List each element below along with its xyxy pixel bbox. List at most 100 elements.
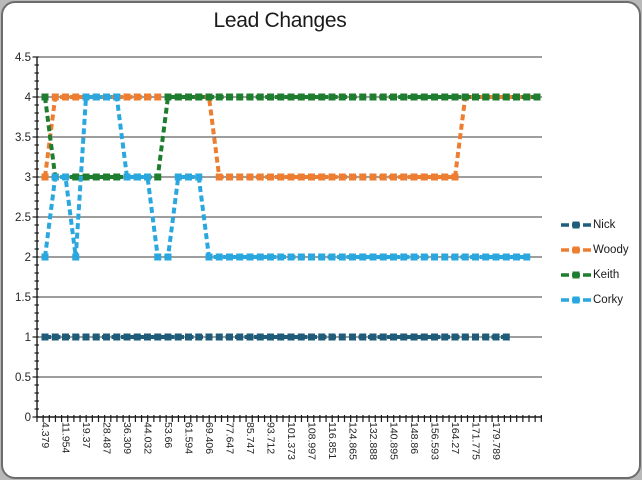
data-point-marker: [451, 173, 459, 181]
data-point-marker: [400, 93, 408, 101]
data-point-marker: [72, 253, 80, 261]
data-point-marker: [195, 93, 203, 101]
data-point-marker: [51, 333, 59, 341]
data-point-marker: [328, 173, 336, 181]
data-point-marker: [338, 173, 346, 181]
data-point-marker: [308, 333, 315, 341]
data-point-marker: [133, 93, 141, 101]
data-point-marker: [369, 253, 377, 261]
data-point-marker: [318, 333, 326, 341]
data-point-marker: [482, 333, 490, 341]
data-point-marker: [308, 253, 315, 261]
x-tick-label: 36.309: [121, 422, 133, 454]
data-point-marker: [267, 333, 274, 341]
data-point-marker: [441, 333, 449, 341]
x-tick-label: 4.379: [39, 422, 51, 448]
data-point-marker: [513, 253, 520, 261]
data-point-marker: [379, 253, 387, 261]
data-point-marker: [103, 333, 110, 341]
data-point-marker: [41, 173, 49, 181]
legend-item-woody[interactable]: Woody: [561, 237, 639, 262]
data-point-marker: [41, 333, 49, 341]
y-tick-label: 1: [25, 332, 31, 344]
data-point-marker: [215, 333, 223, 341]
data-point-marker: [472, 333, 479, 341]
x-tick-label: 179.789: [490, 422, 502, 460]
y-tick-label: 1.5: [15, 292, 31, 304]
data-point-marker: [338, 333, 346, 341]
data-point-marker: [461, 253, 469, 261]
data-point-marker: [359, 93, 367, 101]
legend-label: Woody: [593, 243, 629, 256]
data-point-marker: [133, 173, 141, 181]
data-point-marker: [502, 253, 510, 261]
data-point-marker: [92, 173, 100, 181]
x-tick-label: 93.712: [265, 422, 277, 454]
x-tick-label: 116.851: [326, 422, 338, 459]
data-point-marker: [72, 173, 80, 181]
data-point-marker: [215, 173, 223, 181]
data-point-marker: [390, 93, 397, 101]
data-point-marker: [41, 253, 49, 261]
series-nick: [41, 333, 510, 341]
data-point-marker: [390, 253, 397, 261]
data-point-marker: [359, 253, 367, 261]
legend-item-keith[interactable]: Keith: [561, 262, 639, 287]
data-point-marker: [297, 93, 305, 101]
data-point-marker: [441, 93, 449, 101]
data-point-marker: [123, 93, 131, 101]
data-point-marker: [297, 253, 305, 261]
x-tick-label: 28.487: [101, 422, 113, 454]
data-point-marker: [328, 333, 336, 341]
data-point-marker: [297, 333, 305, 341]
x-tick-label: 19.37: [80, 422, 92, 448]
data-point-marker: [82, 173, 90, 181]
data-point-marker: [267, 173, 274, 181]
data-point-marker: [297, 173, 305, 181]
x-tick-label: 164.27: [449, 422, 461, 454]
x-tick-label: 140.895: [388, 422, 400, 460]
data-point-marker: [62, 93, 69, 101]
legend-item-nick[interactable]: Nick: [561, 212, 639, 237]
x-tick-label: 132.888: [367, 422, 379, 460]
data-point-marker: [420, 333, 428, 341]
data-point-marker: [533, 93, 541, 101]
chart-title: Lead Changes: [213, 9, 347, 32]
data-point-marker: [195, 333, 203, 341]
data-point-marker: [318, 93, 326, 101]
data-point-marker: [338, 93, 346, 101]
data-point-marker: [246, 173, 254, 181]
data-point-marker: [502, 93, 510, 101]
data-point-marker: [205, 253, 213, 261]
x-tick-label: 69.406: [203, 422, 215, 454]
data-point-marker: [195, 173, 203, 181]
legend-item-corky[interactable]: Corky: [561, 287, 639, 312]
data-point-marker: [369, 93, 377, 101]
data-point-marker: [523, 253, 531, 261]
data-point-marker: [308, 93, 315, 101]
data-point-marker: [451, 333, 459, 341]
data-point-marker: [205, 93, 213, 101]
data-point-marker: [328, 253, 336, 261]
data-point-marker: [164, 93, 172, 101]
x-tick-label: 101.373: [285, 422, 297, 460]
data-point-marker: [205, 333, 213, 341]
data-point-marker: [318, 173, 326, 181]
data-point-marker: [379, 333, 387, 341]
data-point-marker: [431, 333, 438, 341]
data-point-marker: [185, 333, 192, 341]
data-point-marker: [113, 333, 121, 341]
data-point-marker: [359, 173, 367, 181]
data-point-marker: [308, 173, 315, 181]
data-point-marker: [236, 173, 244, 181]
x-tick-label: 44.032: [142, 422, 154, 454]
data-point-marker: [287, 93, 295, 101]
data-point-marker: [154, 253, 162, 261]
data-point-marker: [420, 253, 428, 261]
legend-label: Keith: [593, 268, 620, 281]
legend-swatch-icon: [561, 296, 591, 303]
data-point-marker: [103, 173, 110, 181]
data-point-marker: [82, 333, 90, 341]
data-point-marker: [236, 333, 244, 341]
